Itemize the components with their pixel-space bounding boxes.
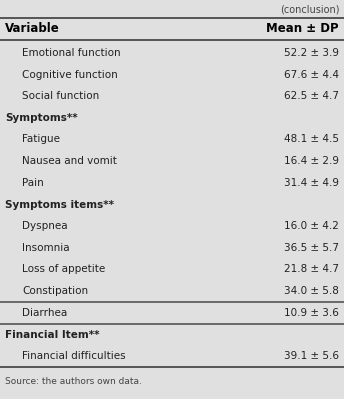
Text: (conclusion): (conclusion) [280,4,340,14]
Text: 52.2 ± 3.9: 52.2 ± 3.9 [284,48,339,58]
Text: 31.4 ± 4.9: 31.4 ± 4.9 [284,178,339,188]
Text: 34.0 ± 5.8: 34.0 ± 5.8 [284,286,339,296]
Text: Loss of appetite: Loss of appetite [22,265,105,275]
Text: 62.5 ± 4.7: 62.5 ± 4.7 [284,91,339,101]
Text: Symptoms**: Symptoms** [5,113,78,123]
Text: Mean ± DP: Mean ± DP [266,22,339,34]
Text: Diarrhea: Diarrhea [22,308,67,318]
Text: Financial Item**: Financial Item** [5,330,99,340]
Text: Variable: Variable [5,22,60,34]
Text: 16.4 ± 2.9: 16.4 ± 2.9 [284,156,339,166]
Text: Source: the authors own data.: Source: the authors own data. [5,377,142,386]
Text: 67.6 ± 4.4: 67.6 ± 4.4 [284,69,339,79]
Text: Emotional function: Emotional function [22,48,121,58]
Text: Insomnia: Insomnia [22,243,69,253]
Text: Nausea and vomit: Nausea and vomit [22,156,117,166]
Text: 21.8 ± 4.7: 21.8 ± 4.7 [284,265,339,275]
Text: Constipation: Constipation [22,286,88,296]
Text: 36.5 ± 5.7: 36.5 ± 5.7 [284,243,339,253]
Text: Social function: Social function [22,91,99,101]
Text: 48.1 ± 4.5: 48.1 ± 4.5 [284,134,339,144]
Text: Symptoms items**: Symptoms items** [5,200,114,209]
Text: Fatigue: Fatigue [22,134,60,144]
Text: Financial difficulties: Financial difficulties [22,351,126,361]
Text: 39.1 ± 5.6: 39.1 ± 5.6 [284,351,339,361]
Text: Dyspnea: Dyspnea [22,221,68,231]
Text: Cognitive function: Cognitive function [22,69,118,79]
Text: 10.9 ± 3.6: 10.9 ± 3.6 [284,308,339,318]
Text: Pain: Pain [22,178,44,188]
Text: 16.0 ± 4.2: 16.0 ± 4.2 [284,221,339,231]
